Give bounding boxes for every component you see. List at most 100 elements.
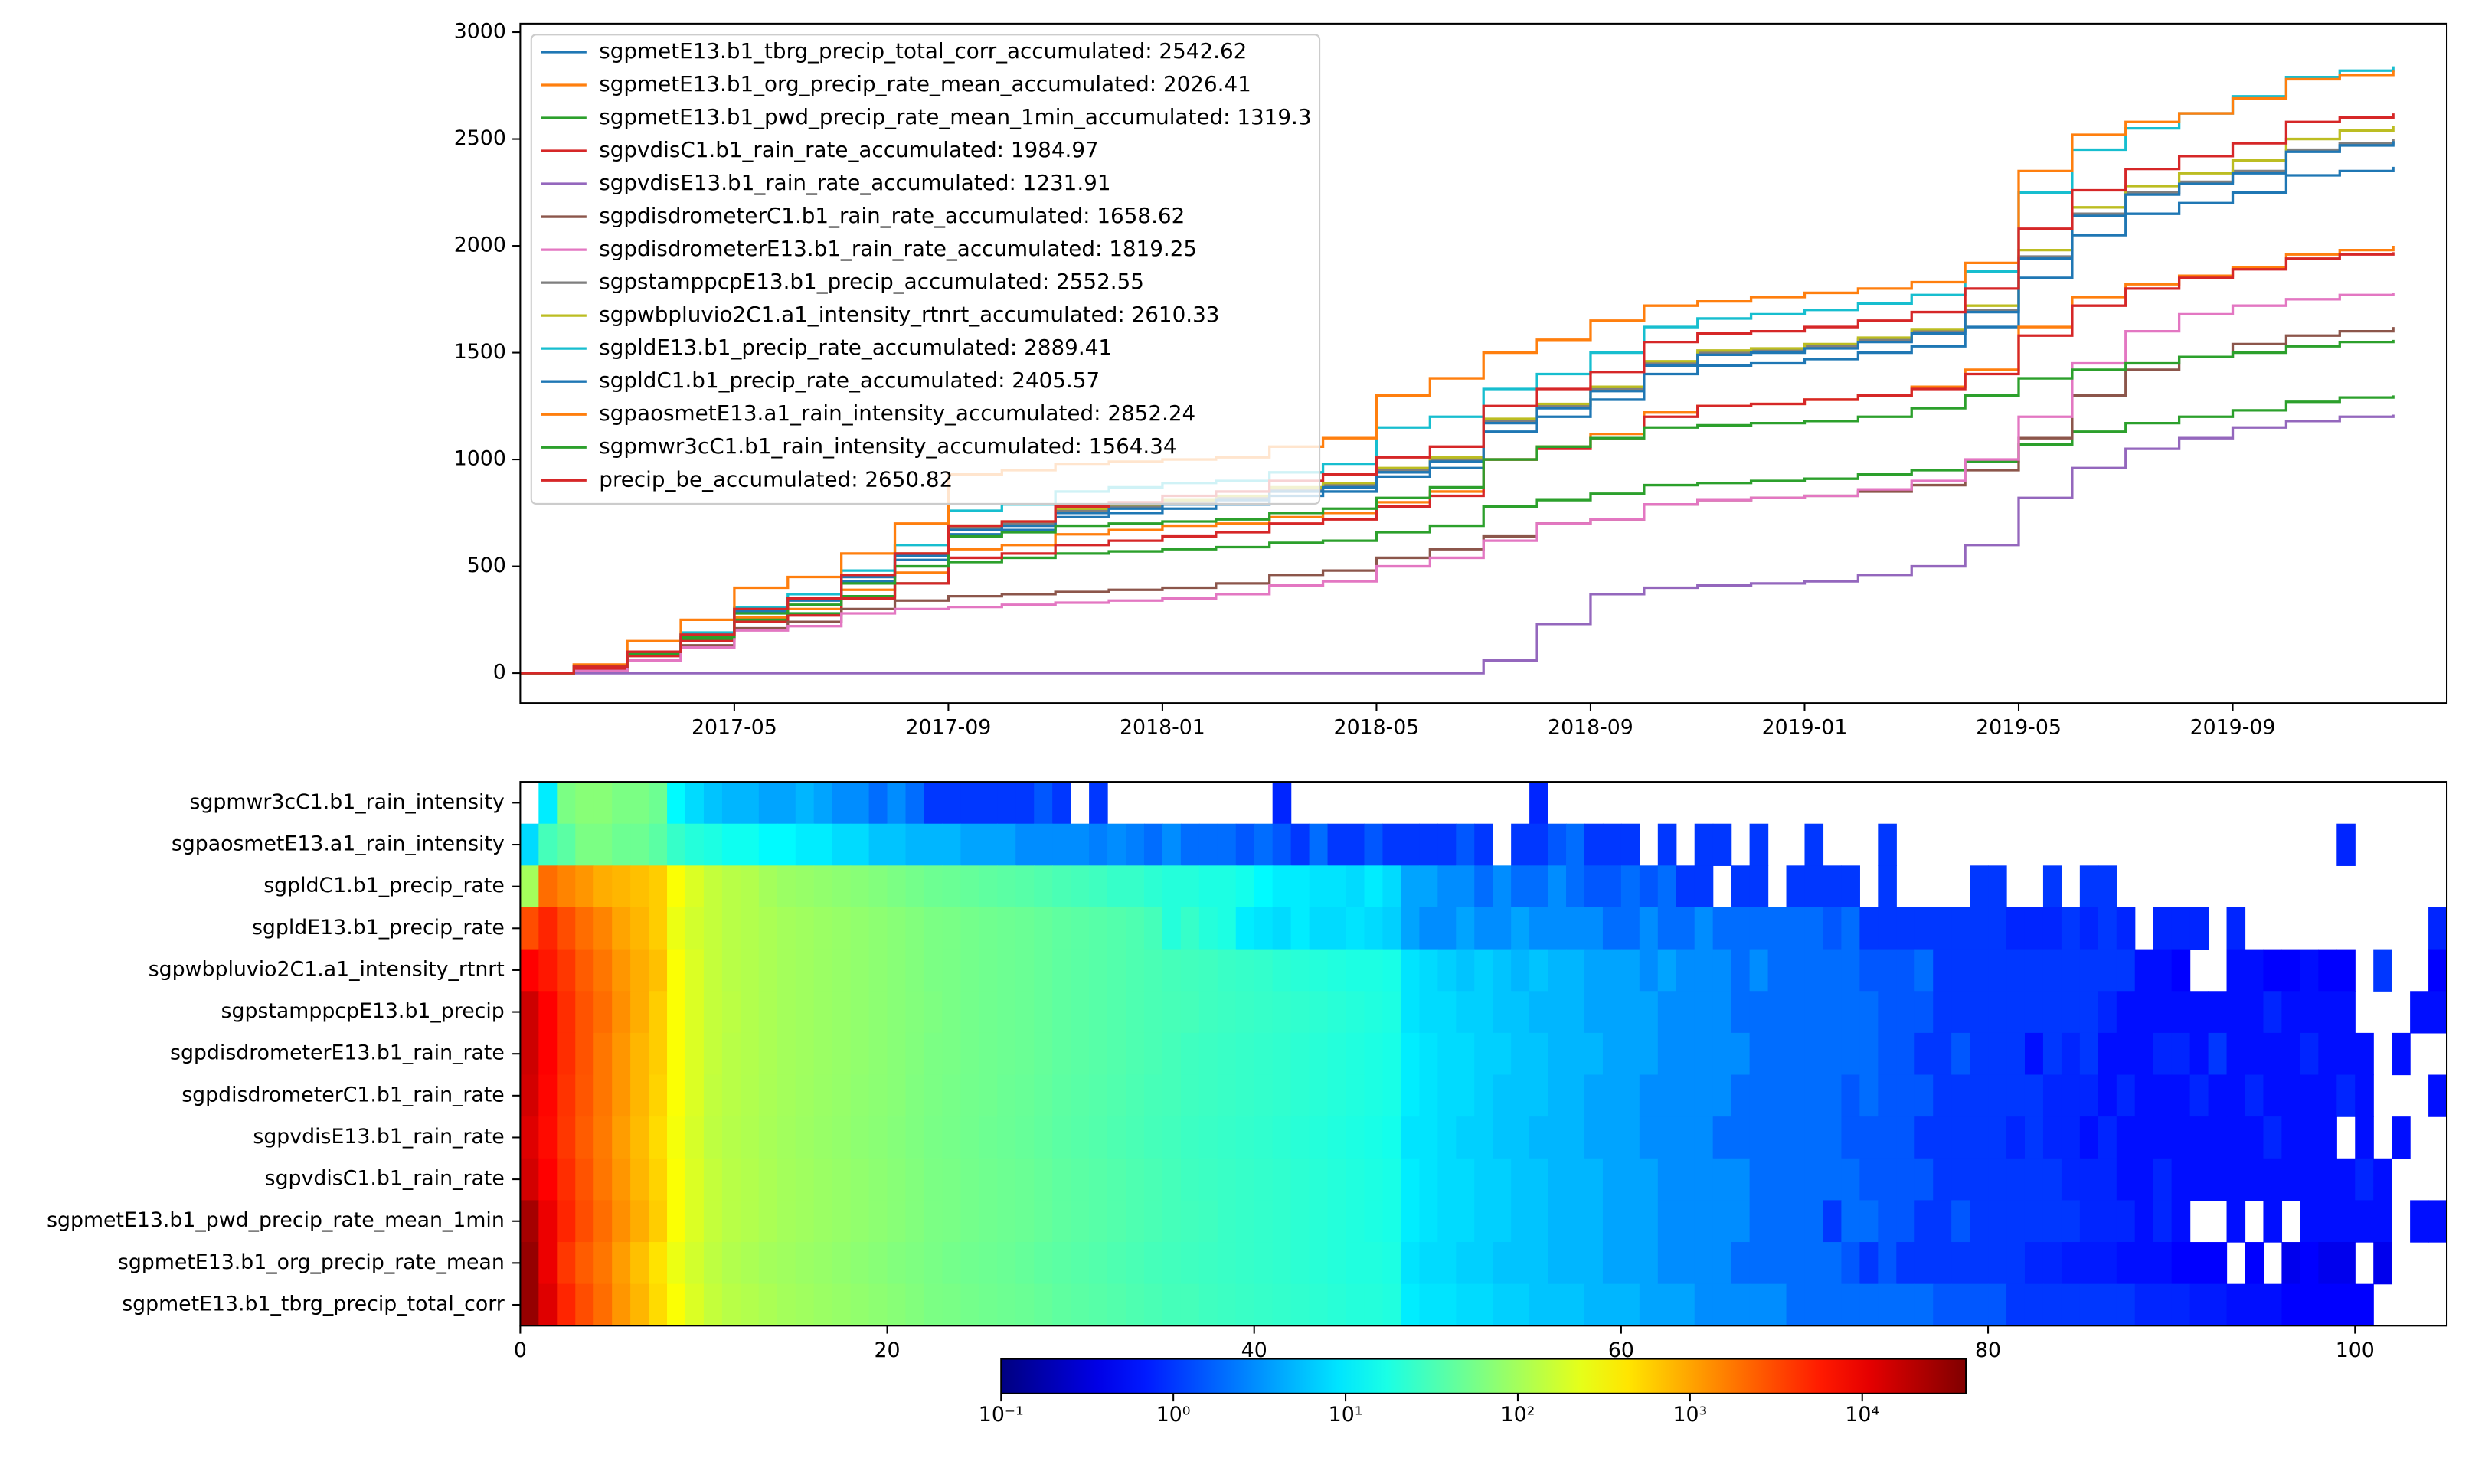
- heat-cell: [2245, 1283, 2264, 1326]
- heat-cell: [2153, 1158, 2173, 1201]
- heat-cell: [1309, 907, 1329, 950]
- heat-cell: [1198, 823, 1218, 866]
- heat-cell: [1786, 1283, 1806, 1326]
- heat-cell: [1804, 1242, 1824, 1285]
- heat-cell: [1272, 1158, 1292, 1201]
- heat-cell: [1327, 907, 1347, 950]
- heat-cell: [612, 823, 631, 866]
- heat-cell: [868, 1242, 888, 1285]
- heat-cell: [832, 1200, 852, 1243]
- heat-cell: [2024, 1283, 2044, 1326]
- heat-cell: [1712, 1283, 1732, 1326]
- heat-cell: [2079, 991, 2099, 1034]
- heat-cell: [1126, 991, 1145, 1034]
- heat-cell: [1290, 1032, 1310, 1076]
- heat-cell: [1548, 1242, 1567, 1285]
- heat-cell: [1933, 907, 1952, 950]
- heat-cell: [1602, 1074, 1622, 1117]
- heat-cell: [1107, 1200, 1126, 1243]
- heat-cell: [2153, 991, 2173, 1034]
- heat-cell: [1107, 991, 1126, 1034]
- heat-cell: [2042, 949, 2062, 992]
- heat-cell: [1786, 1242, 1806, 1285]
- heat-cell: [1327, 865, 1347, 908]
- heat-cell: [1566, 1116, 1585, 1159]
- heat-cell: [1896, 1283, 1915, 1326]
- y-tick-label: sgpldE13.b1_precip_rate: [252, 916, 505, 940]
- heat-cell: [1731, 865, 1751, 908]
- heat-cell: [924, 991, 943, 1034]
- heat-cell: [630, 1242, 649, 1285]
- heat-cell: [685, 1116, 705, 1159]
- heat-cell: [1896, 907, 1915, 950]
- heat-cell: [1988, 1158, 2007, 1201]
- heat-cell: [2355, 1032, 2374, 1076]
- heat-cell: [2281, 991, 2300, 1034]
- colorbar-tick-label: 10⁰: [1156, 1403, 1191, 1427]
- heat-cell: [1786, 991, 1806, 1034]
- series-line: [520, 414, 2395, 675]
- heat-cell: [2245, 1242, 2264, 1285]
- heat-cell: [2281, 1242, 2300, 1285]
- heat-cell: [758, 823, 778, 866]
- heat-cell: [1988, 907, 2007, 950]
- heat-cell: [887, 823, 907, 866]
- heat-cell: [1272, 1074, 1292, 1117]
- y-tick-label: sgpvdisC1.b1_rain_rate: [265, 1167, 505, 1191]
- heat-cell: [557, 1242, 576, 1285]
- heat-cell: [1951, 1074, 1970, 1117]
- legend-label: sgpldE13.b1_precip_rate_accumulated: 288…: [599, 335, 1112, 360]
- heat-cell: [777, 907, 796, 950]
- heat-cell: [1401, 907, 1420, 950]
- heat-cell: [1970, 865, 1989, 908]
- heat-cell: [1198, 949, 1218, 992]
- heat-cell: [2024, 991, 2044, 1034]
- heat-cell: [2134, 1158, 2154, 1201]
- heat-cell: [1456, 823, 1475, 866]
- heat-cell: [2245, 949, 2264, 992]
- heat-cell: [1767, 1032, 1787, 1076]
- heat-cell: [813, 1116, 833, 1159]
- heat-cell: [1529, 865, 1548, 908]
- heat-cell: [1474, 1283, 1493, 1326]
- heat-cell: [813, 907, 833, 950]
- heat-cell: [1970, 1283, 1989, 1326]
- heat-cell: [887, 907, 907, 950]
- heat-cell: [777, 1116, 796, 1159]
- heat-cell: [2042, 1158, 2062, 1201]
- heat-cell: [960, 907, 979, 950]
- heat-cell: [1548, 1116, 1567, 1159]
- heat-cell: [1015, 1283, 1035, 1326]
- heat-cell: [1749, 1158, 1769, 1201]
- heat-cell: [2189, 907, 2209, 950]
- heat-cell: [1401, 1283, 1420, 1326]
- heat-cell: [703, 949, 723, 992]
- heat-cell: [1694, 1242, 1714, 1285]
- heat-cell: [2061, 1074, 2081, 1117]
- heat-cell: [2392, 1116, 2411, 1159]
- heat-cell: [2300, 1200, 2319, 1243]
- heat-cell: [813, 1032, 833, 1076]
- heat-cell: [1584, 949, 1604, 992]
- heat-cell: [593, 949, 613, 992]
- heat-cell: [1620, 1200, 1640, 1243]
- heat-cell: [2189, 991, 2209, 1034]
- heat-cell: [1346, 1283, 1365, 1326]
- heat-cell: [1566, 823, 1585, 866]
- heat-cell: [1914, 949, 1934, 992]
- heat-cell: [1511, 1032, 1530, 1076]
- heat-cell: [2428, 991, 2447, 1034]
- heat-cell: [1493, 1074, 1512, 1117]
- heat-cell: [1823, 1032, 1843, 1076]
- heat-cell: [1437, 949, 1457, 992]
- heat-cell: [2189, 1032, 2209, 1076]
- heat-cell: [2263, 1283, 2283, 1326]
- heat-cell: [2042, 1032, 2062, 1076]
- heat-cell: [1804, 1032, 1824, 1076]
- heat-cell: [2042, 865, 2062, 908]
- heat-cell: [1456, 1116, 1475, 1159]
- heat-cell: [1419, 823, 1438, 866]
- legend-label: sgpwbpluvio2C1.a1_intensity_rtnrt_accumu…: [599, 302, 1219, 327]
- heat-cell: [887, 991, 907, 1034]
